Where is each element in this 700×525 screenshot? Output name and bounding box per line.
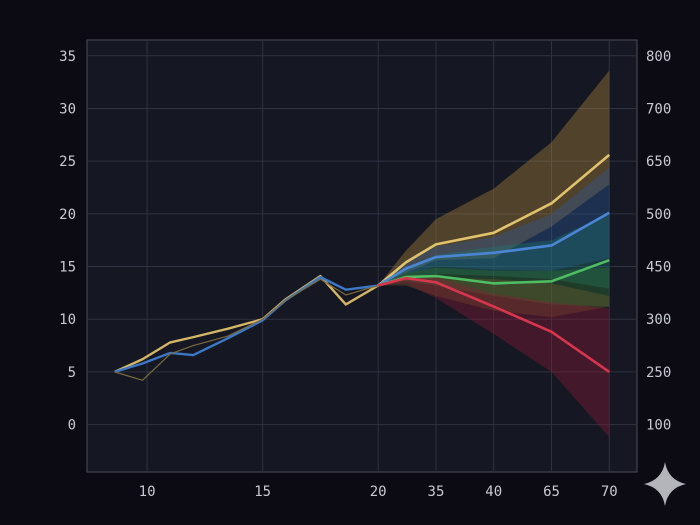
x-tick-label: 15 bbox=[254, 484, 271, 500]
x-tick-label: 10 bbox=[139, 484, 156, 500]
x-axis-ticks: 10 15 20 35 40 65 70 bbox=[139, 484, 618, 500]
x-tick-label: 40 bbox=[485, 484, 502, 500]
x-tick-label: 35 bbox=[428, 484, 445, 500]
band-gold bbox=[378, 70, 610, 286]
right-axis-ticks: 100 250 300 450 500 650 700 800 bbox=[646, 49, 671, 434]
history-line-blue bbox=[114, 275, 379, 374]
right-tick-label: 450 bbox=[646, 260, 671, 276]
band-red bbox=[378, 277, 610, 438]
left-tick-label: 30 bbox=[59, 101, 76, 117]
history-line-dark-trace bbox=[114, 278, 379, 381]
x-tick-label: 70 bbox=[601, 484, 618, 500]
right-tick-label: 800 bbox=[646, 49, 671, 65]
right-tick-label: 100 bbox=[646, 418, 671, 434]
grid bbox=[87, 40, 637, 472]
sparkle-icon bbox=[644, 462, 686, 506]
left-axis-ticks: 0 5 10 15 20 25 30 35 bbox=[59, 49, 76, 434]
series-lines bbox=[114, 153, 611, 381]
band-teal bbox=[378, 213, 610, 289]
plot-area bbox=[86, 39, 638, 473]
left-tick-label: 15 bbox=[59, 260, 76, 276]
band-olive bbox=[378, 274, 610, 318]
right-tick-label: 500 bbox=[646, 207, 671, 223]
left-tick-label: 35 bbox=[59, 49, 76, 65]
left-tick-label: 0 bbox=[68, 418, 76, 434]
forecast-line-blue bbox=[377, 211, 610, 287]
band-green bbox=[378, 267, 610, 307]
left-tick-label: 5 bbox=[68, 365, 76, 381]
confidence-bands bbox=[378, 70, 610, 438]
forecast-line-red bbox=[377, 276, 611, 373]
x-tick-label: 65 bbox=[543, 484, 560, 500]
left-tick-label: 25 bbox=[59, 154, 76, 170]
right-tick-label: 700 bbox=[646, 101, 671, 117]
right-tick-label: 250 bbox=[646, 365, 671, 381]
left-tick-label: 10 bbox=[59, 312, 76, 328]
left-tick-label: 20 bbox=[59, 207, 76, 223]
right-tick-label: 300 bbox=[646, 312, 671, 328]
history-line-gold bbox=[114, 274, 379, 373]
right-tick-label: 650 bbox=[646, 154, 671, 170]
x-tick-label: 20 bbox=[370, 484, 387, 500]
forecast-line-gold bbox=[377, 153, 611, 287]
